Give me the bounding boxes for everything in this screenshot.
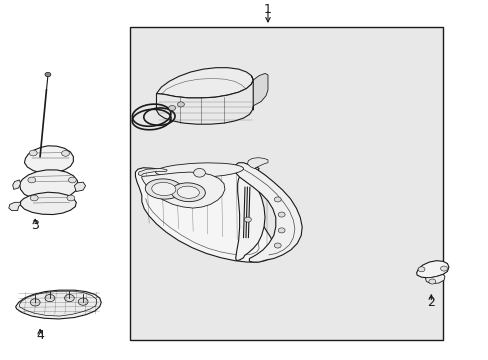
- Circle shape: [45, 72, 51, 77]
- Polygon shape: [20, 291, 97, 316]
- Polygon shape: [142, 172, 224, 208]
- Polygon shape: [138, 168, 167, 176]
- Polygon shape: [24, 146, 73, 173]
- Circle shape: [68, 177, 76, 183]
- Bar: [129, 27, 442, 340]
- Polygon shape: [247, 158, 267, 168]
- Polygon shape: [20, 170, 78, 200]
- Circle shape: [244, 217, 251, 222]
- Circle shape: [428, 279, 435, 284]
- Circle shape: [67, 195, 75, 201]
- Polygon shape: [425, 274, 444, 284]
- Polygon shape: [156, 80, 253, 124]
- Text: 2: 2: [427, 296, 434, 309]
- Ellipse shape: [155, 163, 243, 178]
- Circle shape: [28, 177, 36, 183]
- Circle shape: [61, 150, 69, 156]
- Circle shape: [274, 197, 281, 202]
- Text: 3: 3: [31, 219, 39, 231]
- Polygon shape: [156, 68, 253, 98]
- Polygon shape: [234, 163, 302, 262]
- Ellipse shape: [145, 179, 182, 199]
- Polygon shape: [251, 73, 267, 110]
- Polygon shape: [135, 166, 275, 262]
- Ellipse shape: [151, 183, 176, 195]
- Text: 4: 4: [36, 329, 44, 342]
- Circle shape: [278, 228, 285, 233]
- Polygon shape: [20, 192, 76, 215]
- Polygon shape: [9, 202, 20, 211]
- Polygon shape: [416, 261, 448, 278]
- Circle shape: [45, 294, 55, 302]
- Circle shape: [177, 102, 184, 107]
- Circle shape: [274, 243, 281, 248]
- Circle shape: [278, 212, 285, 217]
- Circle shape: [64, 294, 74, 302]
- Polygon shape: [235, 175, 264, 261]
- Ellipse shape: [177, 186, 199, 198]
- Circle shape: [30, 195, 38, 201]
- Circle shape: [193, 168, 205, 177]
- Circle shape: [29, 150, 37, 156]
- Ellipse shape: [171, 183, 205, 202]
- Circle shape: [78, 298, 88, 305]
- Circle shape: [417, 267, 424, 272]
- Circle shape: [168, 105, 175, 111]
- Polygon shape: [16, 290, 101, 319]
- Text: 1: 1: [264, 3, 271, 15]
- Circle shape: [440, 266, 447, 271]
- Polygon shape: [13, 180, 20, 189]
- Circle shape: [30, 299, 40, 306]
- Polygon shape: [74, 182, 85, 192]
